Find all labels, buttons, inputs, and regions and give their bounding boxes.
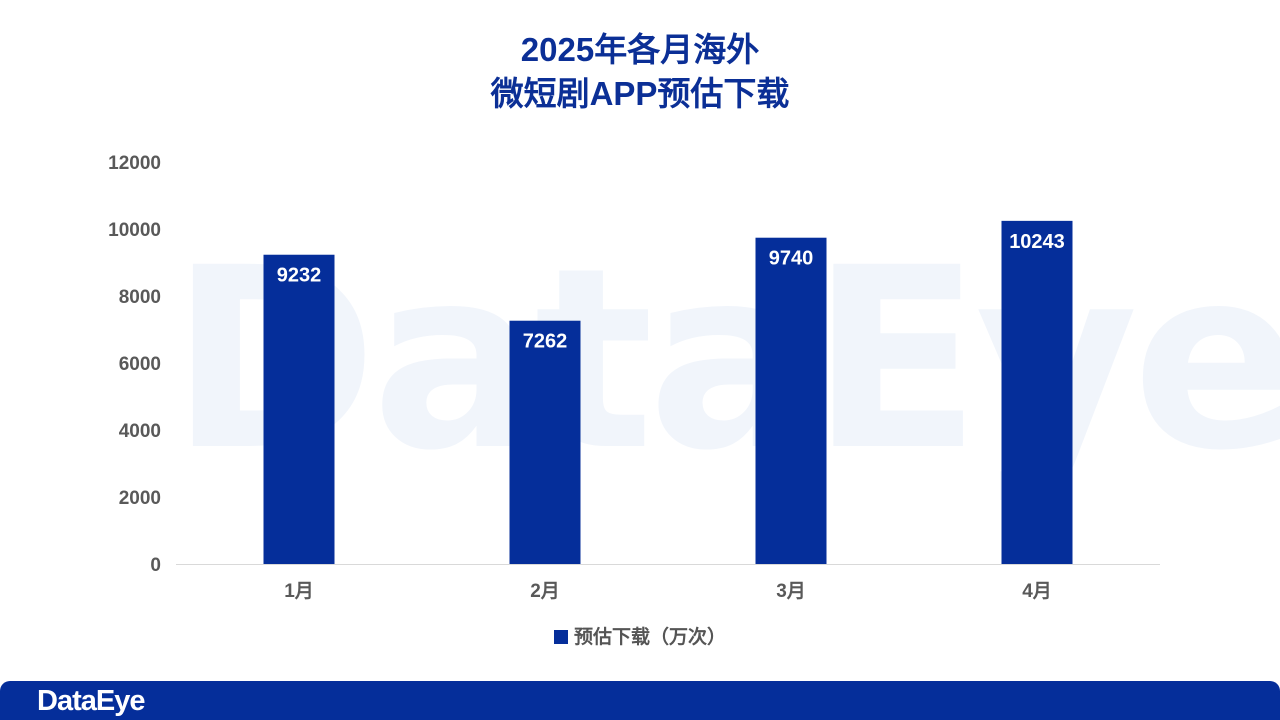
y-tick-label: 2000 [119,488,161,509]
y-tick-label: 12000 [108,153,161,174]
chart-title-line2: 微短剧APP预估下载 [490,75,790,112]
data-label: 7262 [523,331,568,353]
footer-logo: DataEye [37,685,145,717]
legend-label: 预估下载（万次） [573,627,726,648]
x-tick-label: 3月 [776,581,806,602]
x-tick-label: 1月 [284,581,314,602]
bar [263,254,335,564]
data-label: 9740 [769,248,814,270]
y-tick-label: 0 [150,555,161,576]
y-tick-label: 10000 [108,220,161,241]
legend: 预估下载（万次） [0,622,1280,649]
y-tick-label: 4000 [119,421,161,442]
footer-bar: DataEye [0,681,1280,720]
x-tick-label: 2月 [530,581,560,602]
bar [509,320,581,564]
bar [1001,220,1073,564]
data-label: 10243 [1009,231,1065,253]
legend-swatch [553,630,568,644]
watermark: DataEye [170,214,1280,505]
x-tick-label: 4月 [1022,581,1052,602]
bar [755,237,827,564]
data-label: 9232 [277,265,322,287]
y-tick-label: 8000 [119,287,161,308]
chart-title: 2025年各月海外 微短剧APP预估下载 [0,28,1280,116]
chart-title-line1: 2025年各月海外 [520,31,760,68]
y-tick-label: 6000 [119,354,161,375]
